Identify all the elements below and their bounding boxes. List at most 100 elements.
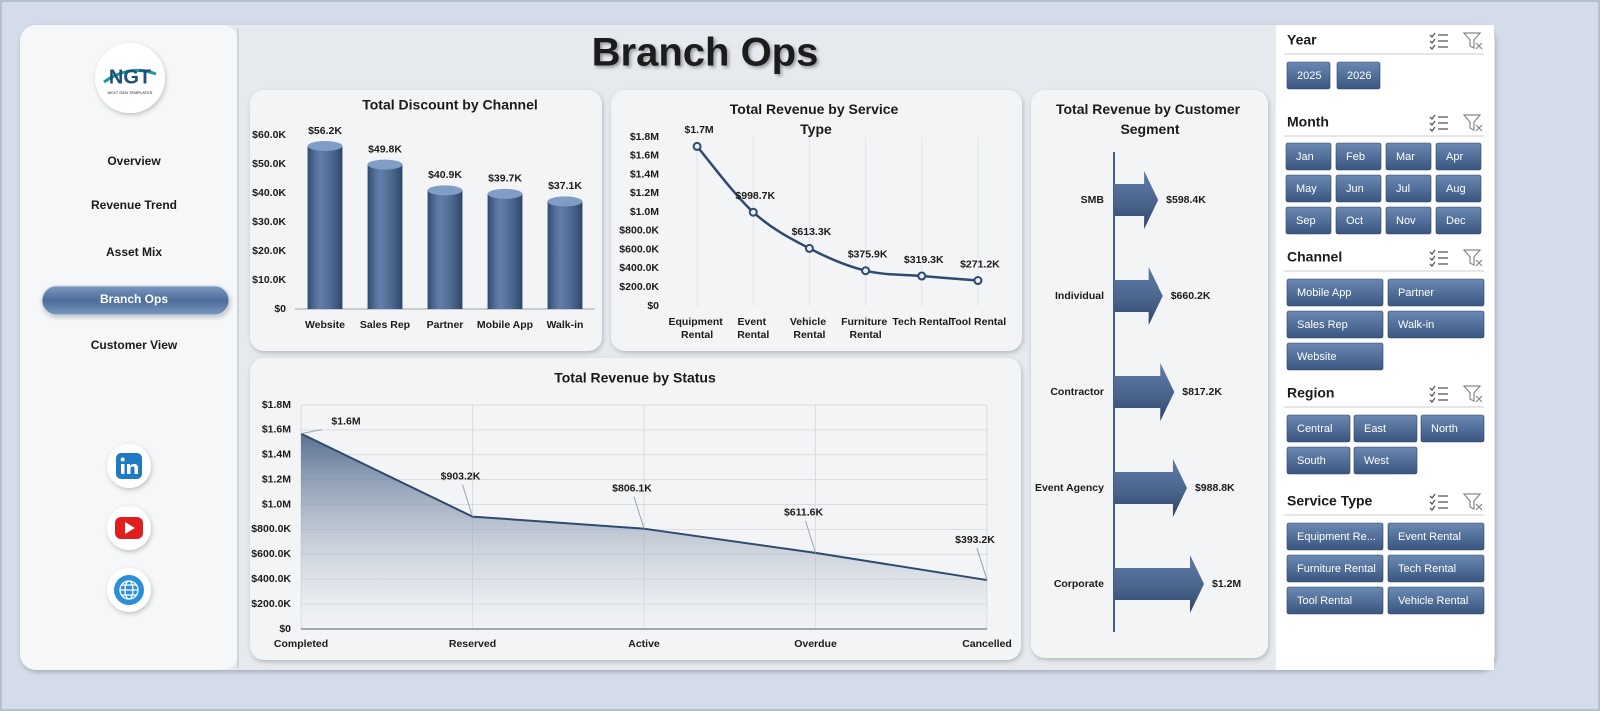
label-line: Rental [850, 329, 882, 341]
multi-select-icon[interactable] [1429, 249, 1448, 267]
y-tick-label: $1.0M [630, 206, 659, 218]
clear-filter-icon[interactable] [1462, 249, 1483, 267]
icon-stroke [1429, 249, 1448, 255]
slicer-button[interactable] [1286, 446, 1351, 475]
nav-item[interactable]: Asset Mix [106, 245, 162, 259]
slicer-button-label: Equipment Re... [1297, 531, 1376, 543]
slicer-button[interactable] [1286, 554, 1384, 583]
slicer-button[interactable] [1353, 414, 1418, 443]
clear-filter-icon[interactable] [1462, 493, 1483, 511]
icon-stroke [1429, 385, 1448, 391]
nav-item[interactable]: Branch Ops [100, 292, 168, 306]
arrow-shade [1114, 459, 1187, 517]
slicer-button-label: Vehicle Rental [1398, 595, 1468, 607]
multi-select-icon[interactable] [1429, 493, 1448, 511]
icon-stroke [1429, 44, 1448, 50]
slicer-title: Month [1287, 114, 1329, 130]
slicer-button[interactable] [1286, 310, 1384, 339]
slicer-button-label: Event Rental [1398, 531, 1461, 543]
value-label: $903.2K [441, 470, 481, 482]
slicer-button[interactable] [1435, 174, 1482, 203]
slicer-button-label: Sales Rep [1297, 319, 1348, 331]
icon-stroke [1429, 32, 1448, 38]
slicer-button[interactable] [1285, 142, 1332, 171]
y-tick-label: $1.4M [262, 449, 291, 461]
value-label: $611.6K [784, 507, 824, 519]
multi-select-icon[interactable] [1429, 385, 1448, 403]
clear-filter-icon[interactable] [1462, 385, 1483, 403]
y-tick-label: $10.0K [252, 274, 286, 286]
slicer-button[interactable] [1387, 586, 1485, 615]
slicer-button[interactable] [1335, 174, 1382, 203]
clear-filter-icon[interactable] [1462, 114, 1483, 132]
nav-item[interactable]: Revenue Trend [91, 198, 177, 212]
y-tick-label: $0 [647, 300, 659, 312]
multi-select-icon[interactable] [1429, 114, 1448, 132]
slicer-button[interactable] [1286, 522, 1384, 551]
icon-stroke [1429, 261, 1448, 267]
slicer-button[interactable] [1387, 522, 1485, 551]
multi-select-icon[interactable] [1429, 32, 1448, 50]
slicer-button[interactable] [1387, 278, 1485, 307]
slicer-title: Service Type [1287, 493, 1373, 509]
slicer-button-label: Sep [1296, 215, 1316, 227]
value-label: $613.3K [792, 226, 832, 238]
slicer-button[interactable] [1435, 206, 1482, 235]
line-marker [917, 271, 927, 281]
value-label: $37.1K [548, 180, 582, 192]
slicer-button[interactable] [1285, 206, 1332, 235]
value-label: $1.2M [1212, 578, 1241, 590]
arrow-shade [1114, 267, 1163, 325]
x-tick-label: Tool Rental [950, 316, 1006, 328]
y-tick-label: $200.0K [619, 281, 659, 293]
leader-line [633, 496, 645, 529]
label-line: Equipment [668, 316, 725, 328]
slicer-button[interactable] [1286, 278, 1384, 307]
x-tick-label: Overdue [794, 638, 837, 650]
y-tick-label: $1.2M [262, 473, 291, 485]
x-tick-label: Furniture Rental [841, 316, 890, 341]
slicer-button[interactable] [1335, 206, 1382, 235]
y-tick-label: $50.0K [252, 158, 286, 170]
slicer-button[interactable] [1285, 174, 1332, 203]
arrow-shade [1114, 555, 1204, 613]
leader-line [976, 547, 988, 581]
slicer-button[interactable] [1385, 142, 1432, 171]
slicer-button-label: Mar [1396, 151, 1415, 163]
label-line: Rental [793, 329, 825, 341]
slicer-button-label: May [1296, 183, 1317, 195]
label-line: Total Revenue by Service [730, 101, 902, 117]
slicer-button[interactable] [1286, 586, 1384, 615]
value-label: $319.3K [904, 254, 944, 266]
slicer-button[interactable] [1353, 446, 1418, 475]
slicer-button[interactable] [1336, 61, 1381, 90]
bar-cap [427, 185, 463, 196]
y-tick-label: $600.0K [619, 243, 659, 255]
slicer-button[interactable] [1387, 554, 1485, 583]
slicer-button[interactable] [1286, 414, 1351, 443]
slicer-button[interactable] [1420, 414, 1485, 443]
bar-shade [427, 190, 463, 309]
y-tick-label: $800.0K [251, 523, 291, 535]
slicer-button[interactable] [1335, 142, 1382, 171]
slicer-button[interactable] [1286, 61, 1331, 90]
clear-filter-icon[interactable] [1462, 32, 1483, 50]
nav-item[interactable]: Customer View [91, 338, 178, 352]
value-label: $1.7M [684, 124, 713, 136]
line-marker [804, 243, 814, 253]
slicer-title: Year [1287, 32, 1317, 48]
x-tick-label: Completed [274, 638, 328, 650]
slicer-button[interactable] [1385, 206, 1432, 235]
x-tick-label: Cancelled [962, 638, 1012, 650]
icon-stroke [1429, 499, 1448, 505]
value-label: $988.8K [1195, 482, 1235, 494]
chart-title: Total Revenue by Customer Segment [1056, 101, 1244, 137]
slicer-button[interactable] [1387, 310, 1485, 339]
y-tick-label: $0 [279, 623, 291, 635]
slicer-button[interactable] [1385, 174, 1432, 203]
slicer-button[interactable] [1286, 342, 1384, 371]
chart-panel [1031, 90, 1268, 658]
nav-item[interactable]: Overview [107, 154, 161, 168]
slicer-button[interactable] [1435, 142, 1482, 171]
